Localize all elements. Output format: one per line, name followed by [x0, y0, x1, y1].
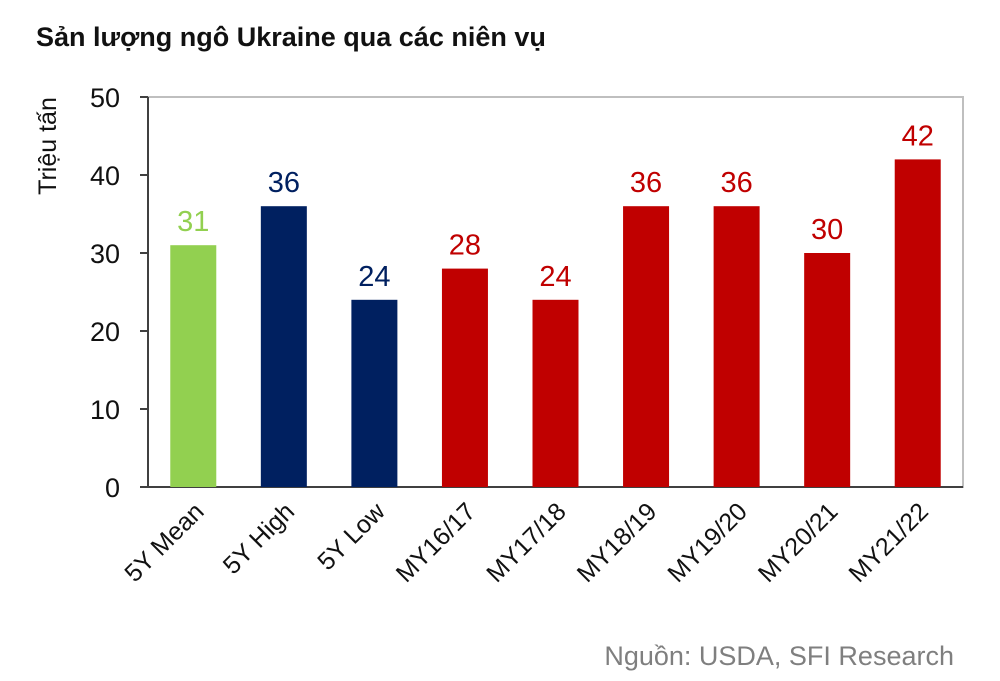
data-label: 36	[268, 167, 300, 199]
y-tick-label: 20	[90, 317, 120, 347]
y-tick-label: 50	[90, 83, 120, 113]
x-tick-label: 5Y Mean	[119, 497, 209, 587]
data-label: 24	[358, 261, 390, 293]
x-tick-label: MY16/17	[391, 497, 482, 588]
bar	[623, 206, 670, 487]
y-ticks: 0 10 20 30 40 50	[90, 83, 148, 503]
data-label: 36	[630, 167, 662, 199]
bar	[260, 206, 307, 487]
data-label: 24	[539, 261, 571, 293]
data-label: 30	[811, 214, 843, 246]
y-axis-title: Triệu tấn	[34, 97, 62, 195]
bar	[532, 299, 579, 487]
bar	[351, 299, 398, 487]
x-tick-label: MY19/20	[662, 497, 753, 588]
x-tick-label: MY17/18	[481, 497, 572, 588]
data-label: 28	[449, 230, 481, 262]
y-tick-label: 10	[90, 395, 120, 425]
source-note: Nguồn: USDA, SFI Research	[604, 641, 954, 671]
bar	[441, 268, 488, 487]
y-tick-label: 30	[90, 239, 120, 269]
x-tick-label: 5Y High	[218, 497, 300, 579]
bar	[170, 245, 217, 487]
bar	[894, 159, 941, 487]
data-labels: 31 36 24 28 24 36 36 30 42	[177, 120, 934, 292]
bar	[713, 206, 760, 487]
bars	[170, 159, 941, 487]
y-tick-label: 0	[105, 473, 120, 503]
x-tick-labels: 5Y Mean 5Y High 5Y Low MY16/17 MY17/18 MY18/1…	[119, 497, 934, 588]
x-tick-label: MY20/21	[753, 497, 844, 588]
chart-title: Sản lượng ngô Ukraine qua các niên vụ	[36, 22, 546, 52]
data-label: 31	[177, 206, 209, 238]
bar	[804, 253, 851, 487]
x-tick-label: MY18/19	[572, 497, 663, 588]
data-label: 36	[720, 167, 752, 199]
y-tick-label: 40	[90, 161, 120, 191]
x-tick-label: 5Y Low	[312, 497, 391, 576]
x-tick-label: MY21/22	[843, 497, 934, 588]
data-label: 42	[902, 120, 934, 152]
